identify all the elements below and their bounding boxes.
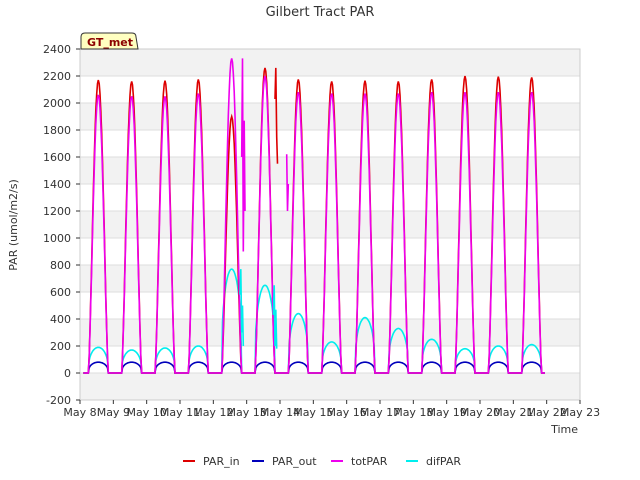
x-tick-label: May 23 [560, 406, 600, 419]
gt-met-badge: GT_met [80, 32, 139, 50]
plot-frame [79, 48, 581, 401]
legend-item-difPAR: difPAR [406, 455, 461, 468]
series-line-totPAR [83, 58, 545, 374]
series-spike-totPAR [285, 154, 290, 212]
x-tick-label: May 10 [127, 406, 167, 419]
grid-band [80, 49, 580, 76]
legend-label: PAR_out [272, 455, 317, 468]
y-axis-label: PAR (umol/m2/s) [7, 179, 20, 271]
series-spike-PAR_in [274, 67, 279, 164]
y-tick-label: 800 [50, 259, 71, 272]
legend-item-totPAR: totPAR [331, 455, 388, 468]
legend-label: PAR_in [203, 455, 240, 468]
legend-item-PAR_in: PAR_in [183, 455, 240, 468]
x-tick-label: May 17 [360, 406, 400, 419]
grid-band [80, 157, 580, 184]
legend-item-PAR_out: PAR_out [252, 455, 317, 468]
y-tick-label: 1200 [43, 205, 71, 218]
y-tick-label: 200 [50, 340, 71, 353]
x-axis-label: Time [550, 423, 578, 436]
x-tick-label: May 18 [393, 406, 433, 419]
x-tick-label: May 22 [527, 406, 567, 419]
series-layer [83, 58, 545, 374]
y-tick-labels: -200 0 200 400 600 800 1000 1200 1400 1600 1800 200… [43, 43, 80, 407]
y-tick-label: 2400 [43, 43, 71, 56]
y-tick-label: 1800 [43, 124, 71, 137]
x-tick-label: May 20 [460, 406, 500, 419]
badge-label: GT_met [87, 36, 133, 49]
x-tick-label: May 12 [193, 406, 233, 419]
y-tick-label: 0 [64, 367, 71, 380]
y-tick-label: -200 [46, 394, 71, 407]
y-tick-label: 600 [50, 286, 71, 299]
legend: PAR_in PAR_out totPAR difPAR [183, 455, 461, 468]
x-tick-label: May 15 [293, 406, 333, 419]
y-tick-label: 1600 [43, 151, 71, 164]
series-spike-totPAR [240, 58, 246, 252]
grid-band [80, 265, 580, 292]
series-spike-difPAR [239, 269, 245, 347]
x-tick-label: May 11 [160, 406, 200, 419]
x-tick-label: May 8 [63, 406, 96, 419]
x-tick-label: May 13 [227, 406, 267, 419]
legend-label: difPAR [426, 455, 461, 468]
x-tick-label: May 16 [327, 406, 367, 419]
series-line-PAR_out [83, 361, 545, 374]
x-tick-label: May 21 [493, 406, 533, 419]
y-tick-label: 1000 [43, 232, 71, 245]
series-spike-difPAR [272, 285, 278, 349]
y-tick-label: 400 [50, 313, 71, 326]
y-tick-label: 1400 [43, 178, 71, 191]
y-tick-label: 2200 [43, 70, 71, 83]
legend-label: totPAR [351, 455, 388, 468]
grid-band [80, 211, 580, 238]
grid-band [80, 373, 580, 400]
x-tick-label: May 14 [260, 406, 300, 419]
x-tick-label: May 9 [97, 406, 130, 419]
chart-title: Gilbert Tract PAR [266, 5, 375, 20]
x-tick-label: May 19 [427, 406, 467, 419]
y-tick-label: 2000 [43, 97, 71, 110]
